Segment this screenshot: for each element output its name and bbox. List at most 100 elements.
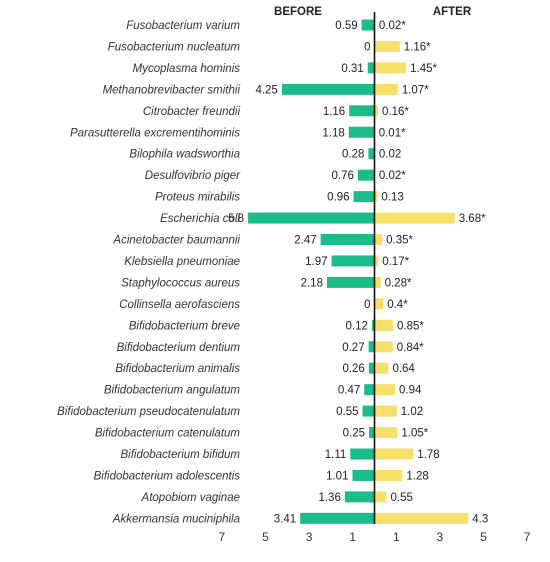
after-bar bbox=[374, 62, 407, 74]
after-value-label: 1.45* bbox=[410, 63, 437, 75]
after-bar bbox=[374, 384, 395, 396]
before-value-label: 0 bbox=[364, 41, 370, 53]
after-bar bbox=[374, 105, 378, 117]
category-label: Citrobacter freundii bbox=[143, 106, 241, 118]
after-value-label: 1.02 bbox=[401, 406, 423, 418]
x-tick-label: 1 bbox=[349, 530, 356, 544]
x-tick-label: 3 bbox=[306, 530, 313, 544]
before-value-label: 1.18 bbox=[322, 127, 344, 139]
after-value-label: 0.13 bbox=[381, 192, 403, 204]
after-value-label: 0.17* bbox=[382, 256, 409, 268]
after-value-label: 0.02* bbox=[379, 170, 406, 182]
before-bar bbox=[353, 191, 375, 203]
x-tick-label: 3 bbox=[437, 530, 444, 544]
before-bar bbox=[348, 126, 375, 138]
category-label: Akkermansia muciniphila bbox=[112, 513, 240, 525]
x-axis-ticks: 7 5 3 1 1 3 5 7 bbox=[219, 530, 531, 544]
after-bar bbox=[374, 234, 383, 245]
before-value-label: 2.47 bbox=[294, 235, 316, 247]
category-label: Bifidobacterium angulatum bbox=[104, 385, 241, 397]
after-value-label: 0.35* bbox=[386, 235, 413, 247]
after-bar bbox=[374, 405, 397, 417]
after-value-label: 0.94 bbox=[399, 385, 422, 397]
after-value-label: 0.64 bbox=[392, 363, 415, 375]
chart-row: Bifidobacterium angulatum 0.47 0.94 bbox=[104, 384, 422, 397]
after-bar bbox=[374, 212, 455, 224]
x-tick-label: 5 bbox=[262, 530, 269, 544]
chart-row: Atopobiom vaginae 1.36 0.55 bbox=[141, 491, 413, 504]
before-bar bbox=[368, 341, 375, 353]
before-value-label: 0.76 bbox=[332, 170, 354, 182]
category-label: Bifidobacterium adolescentis bbox=[94, 470, 241, 482]
chart-row: Acinetobacter baumannii 2.47 0.35* bbox=[112, 234, 414, 247]
chart-row: Fusobacterium nucleatum 0 1.16* bbox=[108, 40, 431, 53]
before-value-label: 0.27 bbox=[342, 342, 364, 354]
before-value-label: 0.55 bbox=[336, 406, 358, 418]
category-label: Parasutterella excrementihominis bbox=[70, 127, 240, 139]
before-value-label: 0.25 bbox=[343, 428, 365, 440]
after-bar bbox=[374, 298, 384, 310]
before-value-label: 0.28 bbox=[342, 149, 364, 161]
before-bar bbox=[331, 255, 375, 267]
chart-row: Bifidobacterium animalis 0.26 0.64 bbox=[115, 362, 415, 375]
before-value-label: 2.18 bbox=[301, 277, 323, 289]
after-bar bbox=[374, 469, 403, 481]
before-value-label: 1.97 bbox=[305, 256, 327, 268]
chart-row: Collinsella aerofasciens 0 0.4* bbox=[119, 298, 408, 311]
before-bar bbox=[357, 169, 375, 181]
after-value-label: 0.01* bbox=[379, 127, 406, 139]
after-value-label: 1.28 bbox=[406, 470, 428, 482]
category-label: Methanobrevibacter smithii bbox=[103, 84, 241, 96]
chart-row: Bifidobacterium dentium 0.27 0.84* bbox=[117, 341, 424, 354]
chart-row: Klebsiella pneumoniae 1.97 0.17* bbox=[124, 255, 410, 268]
before-header: BEFORE bbox=[274, 6, 322, 18]
before-value-label: 1.01 bbox=[326, 470, 348, 482]
chart-row: Bifidobacterium pseudocatenulatum 0.55 1.0… bbox=[57, 405, 423, 418]
before-value-label: 1.36 bbox=[318, 492, 340, 504]
before-bar bbox=[326, 276, 375, 288]
after-bar bbox=[374, 40, 400, 52]
after-bar bbox=[374, 448, 414, 460]
before-bar bbox=[349, 105, 375, 117]
after-value-label: 0.02* bbox=[379, 20, 406, 32]
after-bar bbox=[374, 276, 381, 288]
category-label: Bifidobacterium bifidum bbox=[120, 449, 240, 461]
x-tick-label: 7 bbox=[524, 530, 531, 544]
after-value-label: 0.85* bbox=[397, 320, 424, 332]
after-value-label: 1.05* bbox=[401, 428, 428, 440]
chart-row: Bifidobacterium bifidum 1.11 1.78 bbox=[120, 448, 440, 461]
category-label: Collinsella aerofasciens bbox=[119, 299, 240, 311]
after-value-label: 0.02 bbox=[379, 149, 401, 161]
x-tick-label: 5 bbox=[480, 530, 487, 544]
chart-row: Citrobacter freundii 1.16 0.16* bbox=[143, 105, 409, 118]
category-label: Bifidobacterium breve bbox=[129, 320, 240, 332]
before-bar bbox=[369, 427, 375, 439]
x-tick-label: 7 bbox=[219, 530, 226, 544]
before-bar bbox=[367, 62, 375, 74]
chart-row: Desulfovibrio piger 0.76 0.02* bbox=[145, 169, 406, 182]
before-value-label: 1.11 bbox=[325, 449, 347, 461]
after-value-label: 0.55 bbox=[390, 492, 412, 504]
after-value-label: 1.78 bbox=[417, 449, 439, 461]
after-value-label: 0.84* bbox=[397, 342, 424, 354]
after-bar bbox=[374, 83, 398, 95]
before-bar bbox=[371, 319, 375, 331]
before-value-label: 0.59 bbox=[335, 20, 357, 32]
before-bar bbox=[350, 448, 375, 460]
before-bar bbox=[364, 384, 375, 396]
category-label: Bifidobacterium catenulatum bbox=[95, 428, 241, 440]
before-bar bbox=[352, 469, 375, 481]
category-label: Acinetobacter baumannii bbox=[112, 235, 240, 247]
category-label: Bifidobacterium pseudocatenulatum bbox=[57, 406, 240, 418]
before-value-label: 3.41 bbox=[274, 513, 296, 525]
category-label: Atopobiom vaginae bbox=[141, 492, 240, 504]
category-label: Bifidobacterium dentium bbox=[117, 342, 241, 354]
chart-row: Bifidobacterium catenulatum 0.25 1.05* bbox=[95, 427, 429, 440]
after-value-label: 0.28* bbox=[385, 277, 412, 289]
category-label: Proteus mirabilis bbox=[155, 192, 240, 204]
chart-row: Akkermansia muciniphila 3.41 4.3 bbox=[112, 512, 488, 525]
chart-row: Bifidobacterium breve 0.12 0.85* bbox=[129, 319, 424, 332]
category-label: Bifidobacterium animalis bbox=[115, 363, 240, 375]
after-bar bbox=[374, 191, 378, 203]
